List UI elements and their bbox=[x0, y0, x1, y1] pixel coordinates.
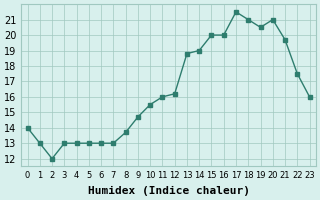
X-axis label: Humidex (Indice chaleur): Humidex (Indice chaleur) bbox=[88, 186, 250, 196]
